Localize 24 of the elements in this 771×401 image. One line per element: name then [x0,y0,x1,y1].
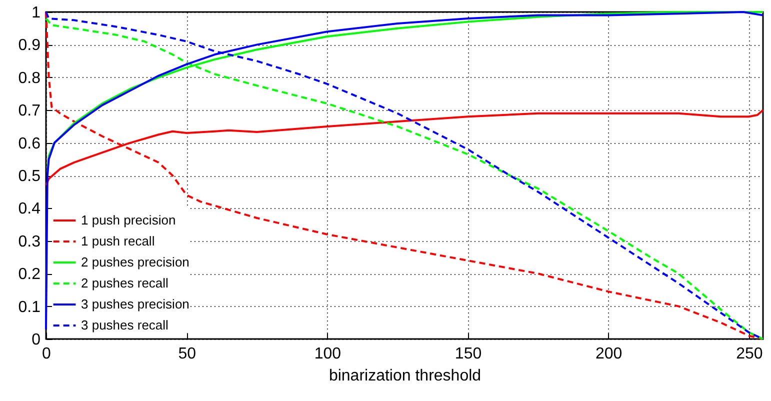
y-tick-label: 0.1 [18,298,41,316]
y-tick-label: 0.4 [18,200,41,218]
y-tick-label: 0.9 [18,37,41,54]
y-tick-label: 0 [32,332,41,348]
legend-label: 3 pushes precision [81,296,190,312]
x-axis-title: binarization threshold [328,368,482,384]
x-tick-label: 50 [178,346,196,362]
y-tick-label: 0.5 [18,168,41,185]
x-tick-label: 0 [42,346,52,362]
y-tick-label: 0.8 [18,70,41,87]
x-tick-label: 250 [736,346,763,362]
legend-label: 2 pushes recall [81,276,169,290]
y-tick-label: 0.2 [18,266,41,284]
x-tick-label: 150 [454,346,482,362]
x-tick-label: 200 [596,346,622,362]
y-tick-label: 0.6 [18,135,41,152]
y-tick-label: 1 [32,4,41,22]
legend-label: 2 pushes precision [81,254,190,270]
y-tick-label: 0.7 [18,102,41,120]
y-tick-label: 0.3 [18,233,41,250]
legend-label: 1 push recall [81,234,155,248]
x-tick-label: 100 [314,346,342,362]
legend-label: 1 push precision [81,212,176,228]
legend-label: 3 pushes recall [81,318,169,332]
